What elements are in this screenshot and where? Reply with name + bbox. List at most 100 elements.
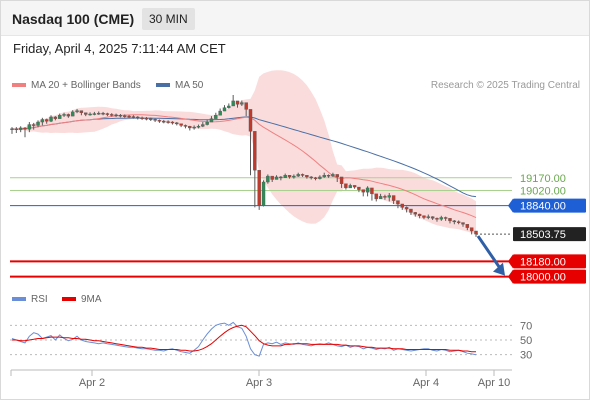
candle-body — [430, 216, 435, 219]
candle-body — [153, 119, 157, 121]
candle-body — [456, 221, 461, 223]
legend-rsi: RSI — [12, 294, 48, 305]
candle-body — [101, 112, 105, 115]
candle-body — [396, 200, 400, 205]
candle-body — [257, 169, 261, 206]
candle-body — [88, 113, 92, 116]
candle-body — [439, 217, 444, 220]
candle-body — [326, 175, 331, 177]
ma50-swatch — [156, 83, 170, 88]
candle-body — [469, 227, 474, 232]
candle-body — [231, 100, 235, 107]
level-label-resistance: 19020.00 — [520, 185, 566, 197]
rsi-swatch — [12, 297, 26, 302]
candle-body — [240, 102, 244, 105]
candle-body — [149, 118, 153, 120]
candle-body — [205, 121, 209, 125]
legend-ma9: 9MA — [62, 294, 102, 305]
candle-body — [170, 121, 175, 124]
x-tick-label: Apr 10 — [478, 377, 510, 389]
candle-body — [62, 114, 66, 116]
candle-body — [361, 189, 365, 193]
candle-body — [40, 119, 45, 123]
candle-body — [53, 116, 58, 119]
candle-body — [235, 100, 240, 105]
candle-body — [387, 195, 391, 198]
candle-body — [313, 177, 318, 179]
candle-body — [435, 218, 439, 220]
candle-body — [352, 185, 357, 188]
candle-body — [448, 218, 452, 222]
candle-body — [140, 117, 144, 120]
candle-body — [378, 196, 383, 200]
candle-body — [75, 110, 79, 113]
candle-body — [188, 126, 192, 129]
candle-body — [84, 112, 88, 115]
candle-body — [196, 126, 201, 128]
candle-body — [465, 224, 470, 228]
candle-body — [175, 122, 179, 125]
candle-body — [443, 217, 448, 219]
candle-body — [166, 121, 170, 123]
candle-body — [18, 127, 23, 130]
rsi-ma9-line — [12, 324, 476, 353]
candle-body — [274, 176, 279, 180]
candle-body — [201, 124, 205, 127]
candle-body — [70, 111, 75, 117]
level-box-last — [513, 227, 586, 242]
level-label-resistance: 19170.00 — [520, 173, 566, 185]
candle-body — [404, 207, 409, 210]
candle-body — [218, 110, 222, 116]
level-box-support — [513, 254, 586, 269]
candle-body — [279, 176, 283, 179]
candle-body — [348, 185, 352, 189]
candle-body — [92, 113, 97, 115]
ma9-swatch — [62, 297, 76, 302]
candle-body — [79, 110, 84, 113]
candle-body — [131, 116, 136, 118]
candle-body — [309, 176, 313, 179]
candle-body — [97, 112, 101, 115]
candle-body — [461, 222, 465, 225]
candle-body — [331, 174, 335, 177]
rsi-tick-label: 70 — [520, 320, 532, 332]
candle-body — [383, 196, 387, 198]
legend-bands: MA 20 + Bollinger Bands — [12, 80, 141, 91]
candle-body — [452, 220, 457, 223]
x-tick-label: Apr 2 — [79, 377, 105, 389]
chart-header: Nasdaq 100 (CME) 30 MIN — [1, 1, 589, 36]
candle-body — [370, 187, 374, 195]
candle-body — [296, 174, 300, 177]
candle-body — [318, 176, 322, 179]
instrument-title: Nasdaq 100 (CME) — [12, 11, 135, 27]
candle-body — [127, 115, 131, 118]
candle-body — [261, 181, 266, 206]
candle-body — [335, 174, 339, 178]
level-label-pivot: 18840.00 — [520, 201, 566, 213]
rsi-tick-label: 30 — [520, 350, 532, 362]
candle-body — [287, 175, 292, 178]
level-box-support — [513, 269, 586, 284]
candle-body — [244, 102, 248, 110]
level-pointer-support — [508, 254, 513, 269]
candle-body — [136, 116, 140, 119]
credit-text: Research © 2025 Trading Central — [430, 80, 580, 91]
candle-body — [391, 195, 396, 201]
legend-ma50: MA 50 — [156, 80, 203, 91]
x-tick-label: Apr 4 — [413, 377, 439, 389]
candle-body — [248, 109, 253, 132]
candle-body — [374, 193, 378, 200]
candle-body — [144, 118, 149, 120]
candle-body — [322, 175, 326, 178]
level-label-last: 18503.75 — [520, 229, 566, 241]
period-selector[interactable]: 30 MIN — [142, 8, 195, 30]
candle-body — [118, 115, 123, 117]
candle-body — [214, 115, 218, 119]
candle-body — [157, 120, 162, 122]
candle-body — [422, 215, 426, 218]
legend-rsi-label: RSI — [31, 294, 48, 305]
x-tick-label: Apr 3 — [246, 377, 272, 389]
candle-body — [23, 127, 27, 130]
candle-body — [305, 175, 309, 178]
